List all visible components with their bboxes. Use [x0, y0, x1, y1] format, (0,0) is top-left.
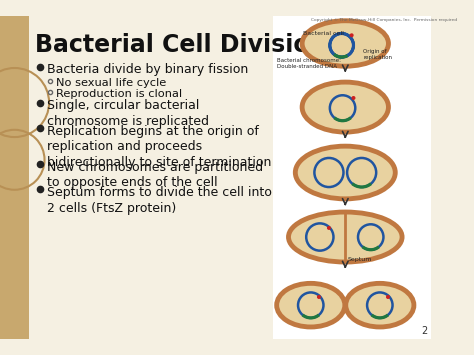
- Circle shape: [350, 33, 354, 37]
- Text: Septum forms to divide the cell into
2 cells (FtsZ protein): Septum forms to divide the cell into 2 c…: [47, 186, 272, 215]
- Text: Replication begins at the origin of
replication and proceeds
bidirectionally to : Replication begins at the origin of repl…: [47, 125, 272, 169]
- Text: Copyright © The McGraw-Hill Companies, Inc.  Permission required: Copyright © The McGraw-Hill Companies, I…: [311, 18, 457, 22]
- Text: 2: 2: [421, 326, 427, 336]
- Bar: [0, 16, 29, 339]
- Circle shape: [317, 295, 321, 299]
- Circle shape: [351, 96, 356, 100]
- Ellipse shape: [302, 82, 389, 132]
- Ellipse shape: [295, 146, 395, 199]
- Text: Bacterial Cell Division: Bacterial Cell Division: [35, 33, 326, 56]
- Text: Bacterial cell: Bacterial cell: [302, 31, 344, 36]
- Text: Bacteria divide by binary fission: Bacteria divide by binary fission: [47, 64, 248, 76]
- Text: Origin of
replication: Origin of replication: [364, 49, 392, 60]
- Circle shape: [327, 226, 331, 230]
- Text: Single, circular bacterial
chromosome is replicated: Single, circular bacterial chromosome is…: [47, 99, 209, 128]
- Ellipse shape: [302, 21, 389, 66]
- Text: Bacterial chromosome:
Double-stranded DNA: Bacterial chromosome: Double-stranded DN…: [277, 58, 341, 69]
- Ellipse shape: [346, 283, 414, 327]
- Text: New chromosomes are partitioned
to opposite ends of the cell: New chromosomes are partitioned to oppos…: [47, 161, 264, 189]
- Circle shape: [386, 295, 390, 299]
- Text: Septum: Septum: [348, 257, 373, 262]
- Text: No sexual life cycle: No sexual life cycle: [56, 78, 166, 88]
- Bar: [273, 16, 431, 339]
- Text: Reproduction is clonal: Reproduction is clonal: [56, 89, 182, 99]
- Ellipse shape: [277, 283, 345, 327]
- Ellipse shape: [289, 212, 402, 262]
